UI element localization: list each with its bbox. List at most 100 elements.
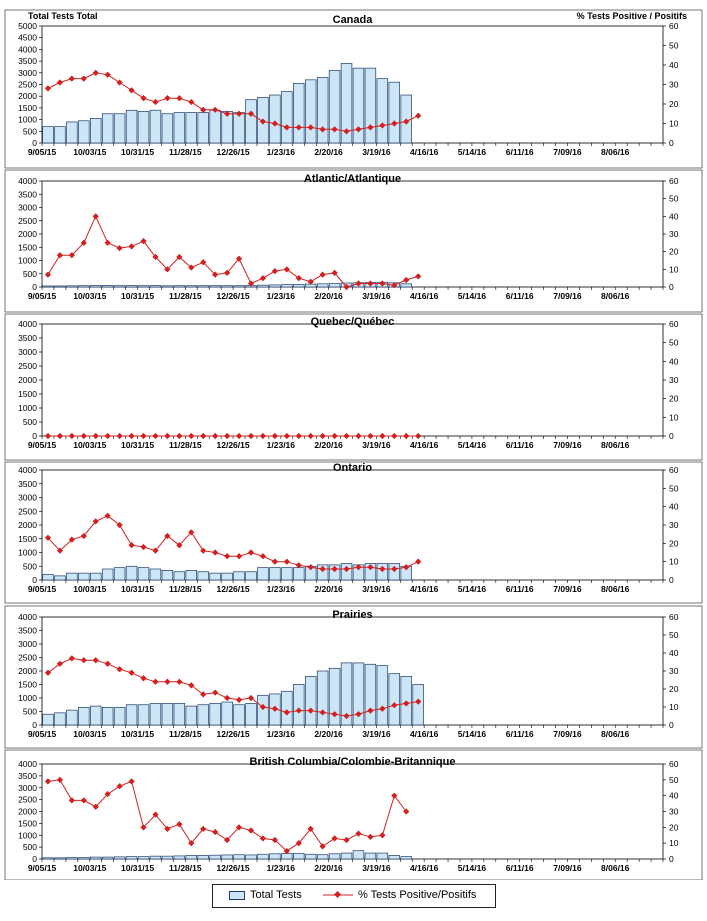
x-tick-label: 10/31/15 xyxy=(121,863,154,873)
bar xyxy=(293,82,305,144)
x-tick-label: 12/26/15 xyxy=(217,147,250,157)
bar xyxy=(137,856,150,860)
x-tick-label: 6/11/16 xyxy=(506,863,534,873)
positivity-point xyxy=(307,278,314,285)
bar xyxy=(281,853,293,860)
bar xyxy=(78,285,90,288)
right-tick-label: 50 xyxy=(669,775,679,785)
bar xyxy=(197,571,209,581)
x-tick-label: 7/09/16 xyxy=(553,584,582,594)
right-tick-label: 30 xyxy=(669,666,679,676)
x-tick-label: 3/19/16 xyxy=(362,147,391,157)
left-tick-label: 2000 xyxy=(18,375,37,385)
right-tick-label: 10 xyxy=(669,412,679,422)
bar xyxy=(66,121,78,144)
left-tick-label: 5000 xyxy=(18,21,37,31)
right-tick-label: 0 xyxy=(669,854,674,864)
left-tick-label: 2500 xyxy=(18,80,37,90)
bar xyxy=(316,283,329,288)
positivity-point xyxy=(200,259,207,266)
bar xyxy=(269,853,281,860)
x-tick-label: 9/05/15 xyxy=(28,729,57,739)
right-tick-label: 40 xyxy=(669,211,679,221)
left-tick-label: 2000 xyxy=(18,807,37,817)
bar xyxy=(340,63,353,144)
right-tick-label: 50 xyxy=(669,41,679,51)
left-tick-label: 1000 xyxy=(18,403,37,413)
bar xyxy=(101,568,114,581)
right-tick-label: 40 xyxy=(669,356,679,366)
left-tick-label: 3000 xyxy=(18,493,37,503)
chart-title: Prairies xyxy=(332,609,372,621)
chart-title: Canada xyxy=(333,14,374,26)
left-tick-label: 0 xyxy=(32,282,37,292)
positivity-point xyxy=(223,694,231,702)
chart-panel: Ontario 0 500 1000 1500 2000 2500 3000 3500 4000 0… xyxy=(4,461,703,604)
x-tick-label: 9/05/15 xyxy=(28,863,57,873)
positivity-point xyxy=(212,271,219,278)
bar xyxy=(173,855,186,860)
bar xyxy=(66,709,78,726)
positivity-point xyxy=(391,120,398,127)
x-tick-label: 12/26/15 xyxy=(217,584,250,594)
bar xyxy=(269,284,281,288)
bar xyxy=(316,564,329,581)
x-tick-label: 3/19/16 xyxy=(362,584,391,594)
bar xyxy=(209,109,221,144)
positivity-point xyxy=(379,565,386,573)
chart-panel: Prairies05001000150020002500300035004000… xyxy=(4,605,703,749)
x-tick-label: 4/16/16 xyxy=(410,147,439,157)
bar xyxy=(137,704,150,726)
left-tick-label: 0 xyxy=(32,854,37,864)
bar xyxy=(328,70,341,144)
positivity-point xyxy=(80,657,87,664)
right-tick-label: 50 xyxy=(669,338,679,348)
x-tick-label: 10/03/15 xyxy=(73,863,106,873)
positivity-point xyxy=(355,280,362,287)
x-tick-label: 10/31/15 xyxy=(121,729,154,739)
bar xyxy=(400,856,412,860)
positivity-point xyxy=(307,432,314,440)
plot-area xyxy=(41,469,664,581)
bar xyxy=(101,285,114,288)
bar xyxy=(66,572,78,581)
left-tick-label: 500 xyxy=(23,126,37,136)
bar xyxy=(245,854,257,860)
bar xyxy=(340,662,353,726)
positivity-point xyxy=(295,562,302,569)
bar xyxy=(113,113,126,144)
x-tick-label: 11/28/15 xyxy=(169,729,202,739)
right-tick-label: 20 xyxy=(669,394,679,404)
bar xyxy=(42,857,54,860)
right-tick-label: 10 xyxy=(669,264,679,274)
positivity-point xyxy=(212,106,219,113)
x-tick-label: 2/20/16 xyxy=(314,291,343,301)
bar xyxy=(328,564,341,581)
positivity-point xyxy=(307,707,314,714)
right-tick-label: 20 xyxy=(669,822,679,832)
bar xyxy=(161,570,174,581)
left-tick-label: 4500 xyxy=(18,33,37,43)
right-tick-label: 0 xyxy=(669,282,674,292)
right-tick-label: 20 xyxy=(669,538,679,548)
x-tick-label: 10/31/15 xyxy=(121,584,154,594)
left-tick-label: 1500 xyxy=(18,103,37,113)
chart-panel: Canada0500100015002000250030003500400045… xyxy=(4,9,703,169)
x-tick-label: 9/05/15 xyxy=(28,147,57,157)
right-tick-label: 60 xyxy=(669,21,679,31)
left-tick-label: 2500 xyxy=(18,795,37,805)
bar xyxy=(90,285,102,288)
left-tick-label: 4000 xyxy=(18,319,37,329)
bar xyxy=(101,856,114,860)
bar xyxy=(233,854,245,860)
x-tick-label: 4/16/16 xyxy=(410,584,439,594)
bar xyxy=(54,857,66,860)
bar xyxy=(388,855,401,860)
positivity-point xyxy=(200,106,207,113)
bar xyxy=(352,850,365,860)
left-tick-label: 2000 xyxy=(18,91,37,101)
legend-label-line: % Tests Positive/Positifs xyxy=(358,889,477,901)
bar xyxy=(161,855,174,860)
positivity-point xyxy=(188,682,195,689)
right-tick-label: 40 xyxy=(669,791,679,801)
